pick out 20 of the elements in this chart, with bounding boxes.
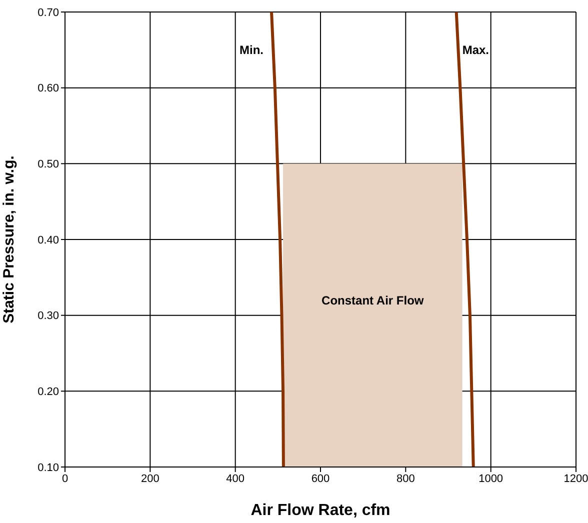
y-tick-label: 0.40 (38, 234, 59, 246)
x-axis-title: Air Flow Rate, cfm (250, 502, 390, 519)
y-tick-label: 0.50 (38, 158, 59, 171)
y-axis-title: Static Pressure, in. w.g. (0, 156, 18, 324)
series-label: Max. (462, 43, 490, 58)
y-tick-label: 0.60 (38, 82, 59, 95)
annotation: Constant Air Flow (322, 293, 424, 308)
y-tick-label: 0.70 (38, 6, 59, 19)
x-tick-label: 400 (226, 472, 245, 485)
x-tick-label: 800 (396, 472, 415, 485)
line-series (270, 12, 285, 467)
x-tick-label: 1000 (478, 472, 504, 485)
x-tick-label: 200 (140, 472, 160, 485)
series-label: Min. (240, 43, 264, 58)
x-tick-label: 0 (62, 472, 68, 485)
y-tick-label: 0.20 (38, 386, 59, 398)
x-tick-label: 1200 (564, 472, 588, 485)
x-tick-label: 600 (311, 472, 330, 485)
y-tick-label: 0.10 (38, 462, 59, 474)
y-tick-label: 0.30 (38, 310, 59, 322)
